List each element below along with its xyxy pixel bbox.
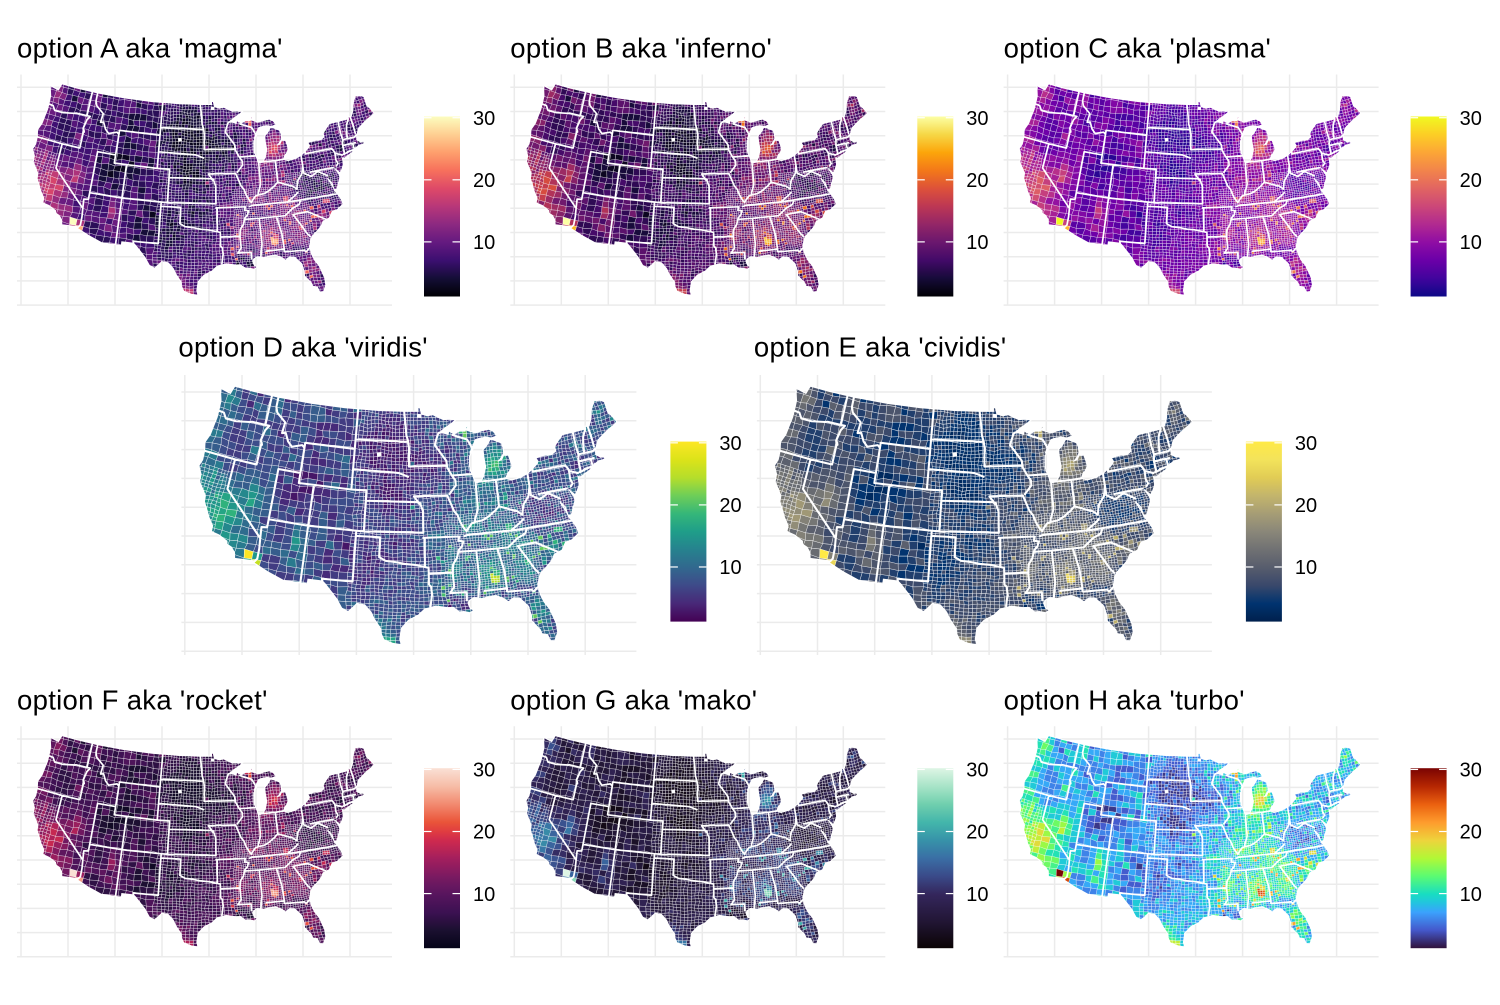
svg-text:20: 20: [473, 170, 495, 192]
svg-text:30: 30: [1460, 760, 1482, 782]
svg-text:10: 10: [473, 232, 495, 254]
svg-text:30: 30: [966, 108, 988, 130]
svg-text:30: 30: [719, 433, 741, 455]
svg-text:10: 10: [1460, 232, 1482, 254]
svg-text:30: 30: [473, 760, 495, 782]
svg-text:20: 20: [1295, 495, 1317, 517]
svg-text:20: 20: [966, 822, 988, 844]
svg-text:30: 30: [1460, 108, 1482, 130]
svg-text:option E aka 'cividis': option E aka 'cividis': [754, 331, 1007, 362]
svg-text:30: 30: [966, 760, 988, 782]
svg-text:20: 20: [1460, 822, 1482, 844]
svg-text:option B aka 'inferno': option B aka 'inferno': [510, 33, 772, 64]
svg-text:10: 10: [473, 884, 495, 906]
svg-text:30: 30: [473, 108, 495, 130]
svg-text:10: 10: [719, 557, 741, 579]
svg-text:10: 10: [966, 232, 988, 254]
svg-text:10: 10: [966, 884, 988, 906]
svg-text:30: 30: [1295, 433, 1317, 455]
svg-text:20: 20: [473, 822, 495, 844]
svg-text:option C aka 'plasma': option C aka 'plasma': [1004, 33, 1272, 64]
svg-text:10: 10: [1460, 884, 1482, 906]
svg-text:option D aka 'viridis': option D aka 'viridis': [178, 331, 427, 362]
svg-text:20: 20: [1460, 170, 1482, 192]
svg-text:option H aka 'turbo': option H aka 'turbo': [1004, 684, 1245, 715]
svg-text:20: 20: [966, 170, 988, 192]
svg-text:option F aka 'rocket': option F aka 'rocket': [17, 684, 268, 715]
svg-text:20: 20: [719, 495, 741, 517]
svg-text:option A aka 'magma': option A aka 'magma': [17, 33, 283, 64]
svg-text:option G aka 'mako': option G aka 'mako': [510, 684, 757, 715]
svg-text:10: 10: [1295, 557, 1317, 579]
